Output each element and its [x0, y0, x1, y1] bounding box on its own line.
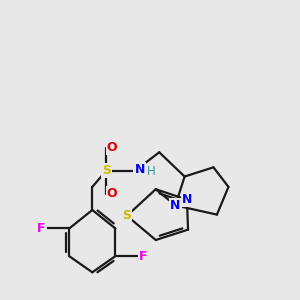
Text: F: F	[139, 250, 147, 263]
Text: N: N	[182, 193, 192, 206]
Text: S: S	[122, 209, 131, 222]
Text: O: O	[106, 187, 117, 200]
Text: F: F	[37, 222, 46, 235]
Text: S: S	[102, 164, 111, 177]
Text: O: O	[106, 141, 117, 154]
Text: N: N	[170, 199, 181, 212]
Text: N: N	[134, 163, 145, 176]
Text: H: H	[147, 165, 155, 178]
